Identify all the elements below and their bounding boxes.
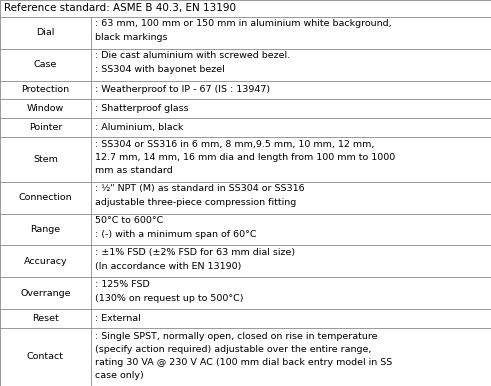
Text: Reset: Reset (32, 314, 59, 323)
Text: : 63 mm, 100 mm or 150 mm in aluminium white background,: : 63 mm, 100 mm or 150 mm in aluminium w… (95, 19, 391, 28)
Text: : SS304 with bayonet bezel: : SS304 with bayonet bezel (95, 65, 224, 74)
Text: : Aluminium, black: : Aluminium, black (95, 123, 183, 132)
Text: Contact: Contact (27, 352, 64, 361)
Text: Overrange: Overrange (20, 289, 71, 298)
Text: Connection: Connection (19, 193, 72, 202)
Text: (130% on request up to 500°C): (130% on request up to 500°C) (95, 293, 244, 303)
Text: black markings: black markings (95, 33, 167, 42)
Text: Case: Case (34, 60, 57, 69)
Text: Pointer: Pointer (29, 123, 62, 132)
Text: Window: Window (27, 104, 64, 113)
Text: Range: Range (30, 225, 60, 234)
Text: : ±1% FSD (±2% FSD for 63 mm dial size): : ±1% FSD (±2% FSD for 63 mm dial size) (95, 248, 295, 257)
Text: : Shatterproof glass: : Shatterproof glass (95, 104, 189, 113)
Text: : Die cast aluminium with screwed bezel.: : Die cast aluminium with screwed bezel. (95, 51, 290, 60)
Text: : Single SPST, normally open, closed on rise in temperature: : Single SPST, normally open, closed on … (95, 332, 378, 341)
Text: Stem: Stem (33, 155, 58, 164)
Text: 12.7 mm, 14 mm, 16 mm dia and length from 100 mm to 1000: 12.7 mm, 14 mm, 16 mm dia and length fro… (95, 153, 395, 162)
Text: Dial: Dial (36, 28, 55, 37)
Text: Accuracy: Accuracy (24, 257, 67, 266)
Text: : Weatherproof to IP - 67 (IS : 13947): : Weatherproof to IP - 67 (IS : 13947) (95, 85, 270, 95)
Text: : ½" NPT (M) as standard in SS304 or SS316: : ½" NPT (M) as standard in SS304 or SS3… (95, 184, 304, 193)
Text: adjustable three-piece compression fitting: adjustable three-piece compression fitti… (95, 198, 296, 207)
Text: 50°C to 600°C: 50°C to 600°C (95, 216, 163, 225)
Text: : SS304 or SS316 in 6 mm, 8 mm,9.5 mm, 10 mm, 12 mm,: : SS304 or SS316 in 6 mm, 8 mm,9.5 mm, 1… (95, 140, 374, 149)
Text: mm as standard: mm as standard (95, 166, 172, 176)
Text: : External: : External (95, 314, 140, 323)
Text: case only): case only) (95, 371, 143, 380)
Text: (In accordance with EN 13190): (In accordance with EN 13190) (95, 262, 241, 271)
Text: : 125% FSD: : 125% FSD (95, 279, 150, 288)
Text: : (-) with a minimum span of 60°C: : (-) with a minimum span of 60°C (95, 230, 256, 239)
Text: Reference standard: ASME B 40.3, EN 13190: Reference standard: ASME B 40.3, EN 1319… (4, 3, 236, 14)
Text: rating 30 VA @ 230 V AC (100 mm dial back entry model in SS: rating 30 VA @ 230 V AC (100 mm dial bac… (95, 358, 392, 367)
Text: Protection: Protection (21, 85, 70, 95)
Text: (specify action required) adjustable over the entire range,: (specify action required) adjustable ove… (95, 345, 371, 354)
